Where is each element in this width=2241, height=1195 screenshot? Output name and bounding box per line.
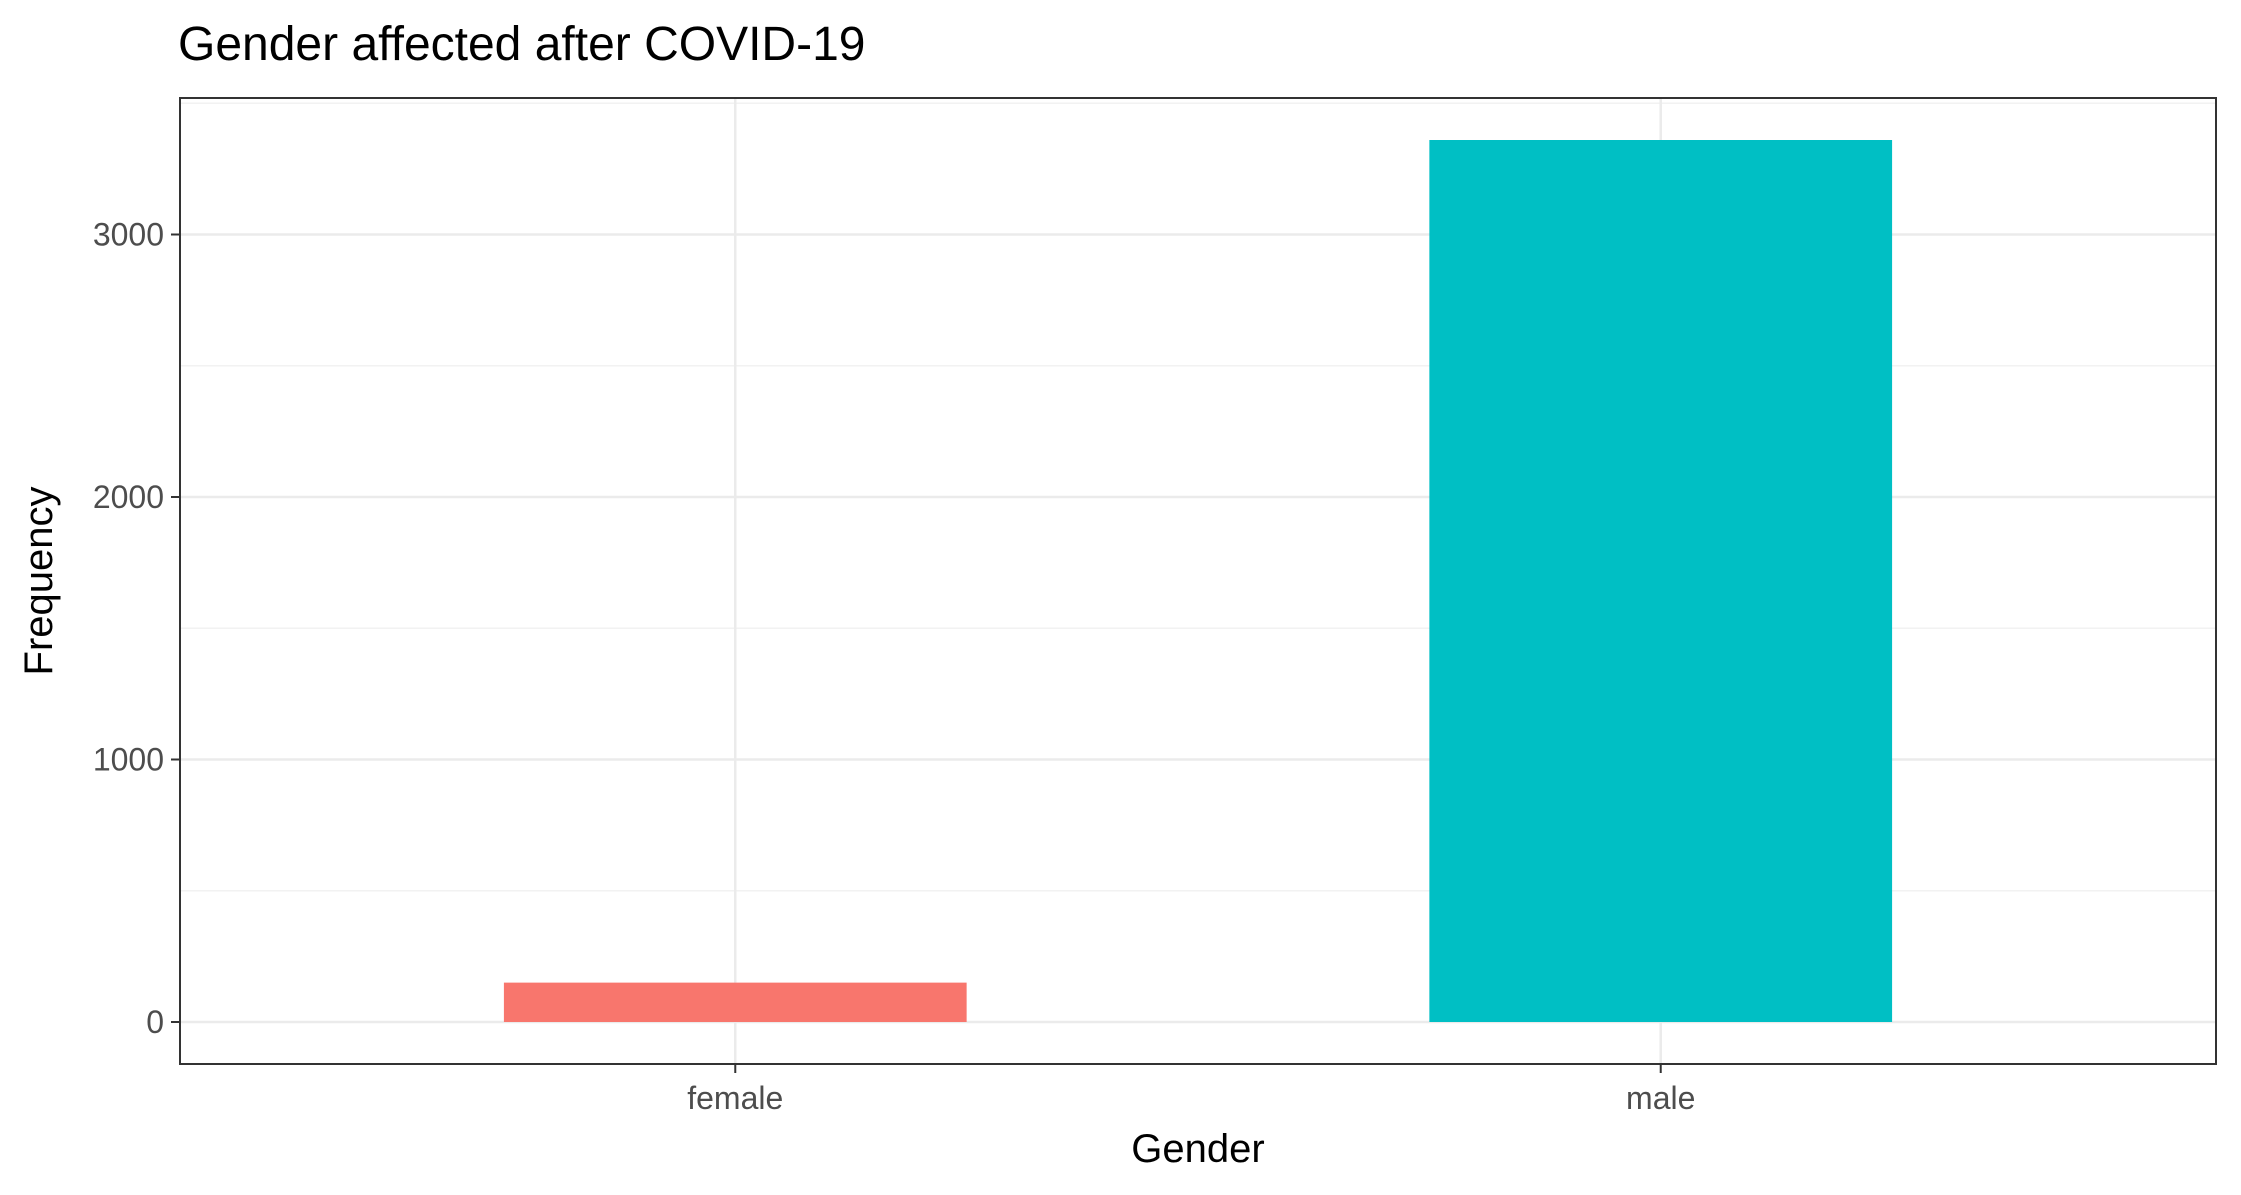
bars [503,140,1893,1022]
y-tick-label: 1000 [93,742,164,778]
panel-border [179,97,2217,1065]
x-axis-ticks: female male [687,1064,1695,1116]
x-tick-label: female [687,1080,783,1116]
bar-male [1429,140,1893,1022]
y-tick-label: 3000 [93,217,164,253]
y-tick-label: 2000 [93,479,164,515]
y-tick-label: 0 [146,1004,164,1040]
x-axis-title: Gender [1131,1127,1264,1171]
bar-female [503,982,967,1022]
chart-title: Gender affected after COVID-19 [178,18,865,71]
x-tick-label: male [1626,1080,1695,1116]
y-axis-ticks: 0 1000 2000 3000 [93,217,180,1040]
grid-lines [180,98,2216,1064]
y-axis-title: Frequency [17,487,61,676]
